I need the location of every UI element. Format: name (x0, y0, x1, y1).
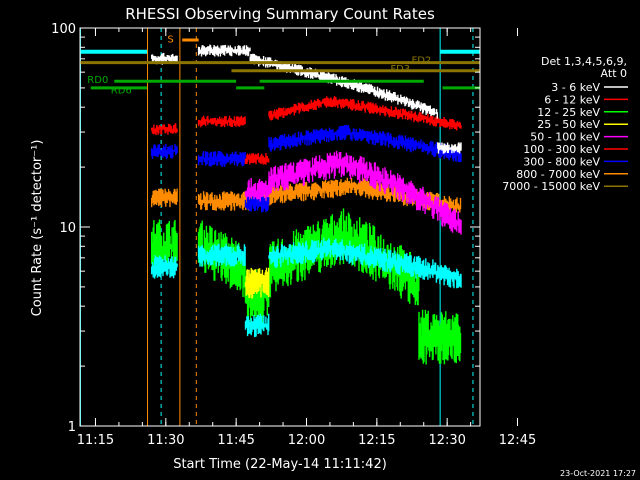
series-300-800-kev (151, 143, 178, 160)
series-25-50-kev (244, 267, 270, 299)
x-tick-label: 11:30 (147, 433, 184, 448)
x-tick-label: 12:45 (499, 433, 536, 448)
y-tick-label: 100 (51, 22, 76, 37)
x-tick-label: 12:30 (428, 433, 465, 448)
legend-entry-label: 25 - 50 keV (537, 118, 600, 131)
x-axis-label: Start Time (22-May-14 11:11:42) (173, 457, 387, 472)
annotation-rd0: RD0 (87, 75, 108, 86)
legend-entry-label: 12 - 25 keV (537, 106, 600, 119)
legend-entry-label: 6 - 12 keV (544, 93, 600, 106)
chart-title: RHESSI Observing Summary Count Rates (125, 5, 435, 23)
axis-ticks: 11:15 11:30 11:45 12:00 12:15 12:30 12:45 1 10 10… (51, 22, 536, 448)
series-100-300-kev (244, 153, 270, 165)
y-tick-label: 10 (59, 221, 76, 236)
series-cyan-channel (268, 237, 462, 289)
annotation-s: S (167, 35, 173, 46)
series-3-6-kev (151, 52, 178, 65)
y-axis-label: Count Rate (s⁻¹ detector⁻¹) (30, 140, 45, 317)
series-12-25-kev (151, 219, 178, 274)
x-tick-label: 11:15 (77, 433, 114, 448)
series-cyan-channel (244, 313, 270, 338)
series-12-25-kev (244, 269, 270, 324)
series-800-7000-kev (151, 188, 178, 208)
series-cyan-channel (151, 255, 178, 279)
series-800-7000-kev (197, 191, 251, 211)
series-50-100-kev (268, 150, 462, 235)
legend-entry-label: 800 - 7000 keV (516, 168, 600, 181)
series-100-300-kev (197, 115, 246, 128)
x-tick-label: 12:00 (288, 433, 325, 448)
legend-entry-label: 300 - 800 keV (523, 155, 600, 168)
legend-entry-label: 100 - 300 keV (523, 143, 600, 156)
series-cyan-channel (197, 243, 246, 267)
legend-entry-label: 7000 - 15000 keV (502, 180, 600, 193)
legend-header-line: Det 1,3,4,5,6,9, (541, 55, 627, 68)
series-3-6-kev (437, 142, 462, 154)
series-100-300-kev (268, 96, 462, 131)
annotation-rd6: RD6 (111, 86, 132, 97)
annotation-fd2: FD2 (411, 55, 431, 66)
legend-entry-label: 3 - 6 keV (551, 81, 600, 94)
y-tick-label: 1 (68, 420, 76, 435)
series-300-800-kev (197, 151, 246, 167)
legend-entry-label: 50 - 100 keV (530, 131, 600, 144)
series-300-800-kev (244, 196, 270, 213)
x-tick-label: 11:45 (217, 433, 254, 448)
legend-header-line: Att 0 (601, 67, 627, 80)
series-100-300-kev (151, 123, 178, 136)
series-3-6-kev (197, 44, 251, 57)
x-tick-label: 12:15 (358, 433, 395, 448)
series-12-25-kev (418, 309, 462, 365)
footer-date: 23-Oct-2021 17:27 (560, 469, 636, 478)
annotation-fd3: FD3 (390, 64, 410, 75)
